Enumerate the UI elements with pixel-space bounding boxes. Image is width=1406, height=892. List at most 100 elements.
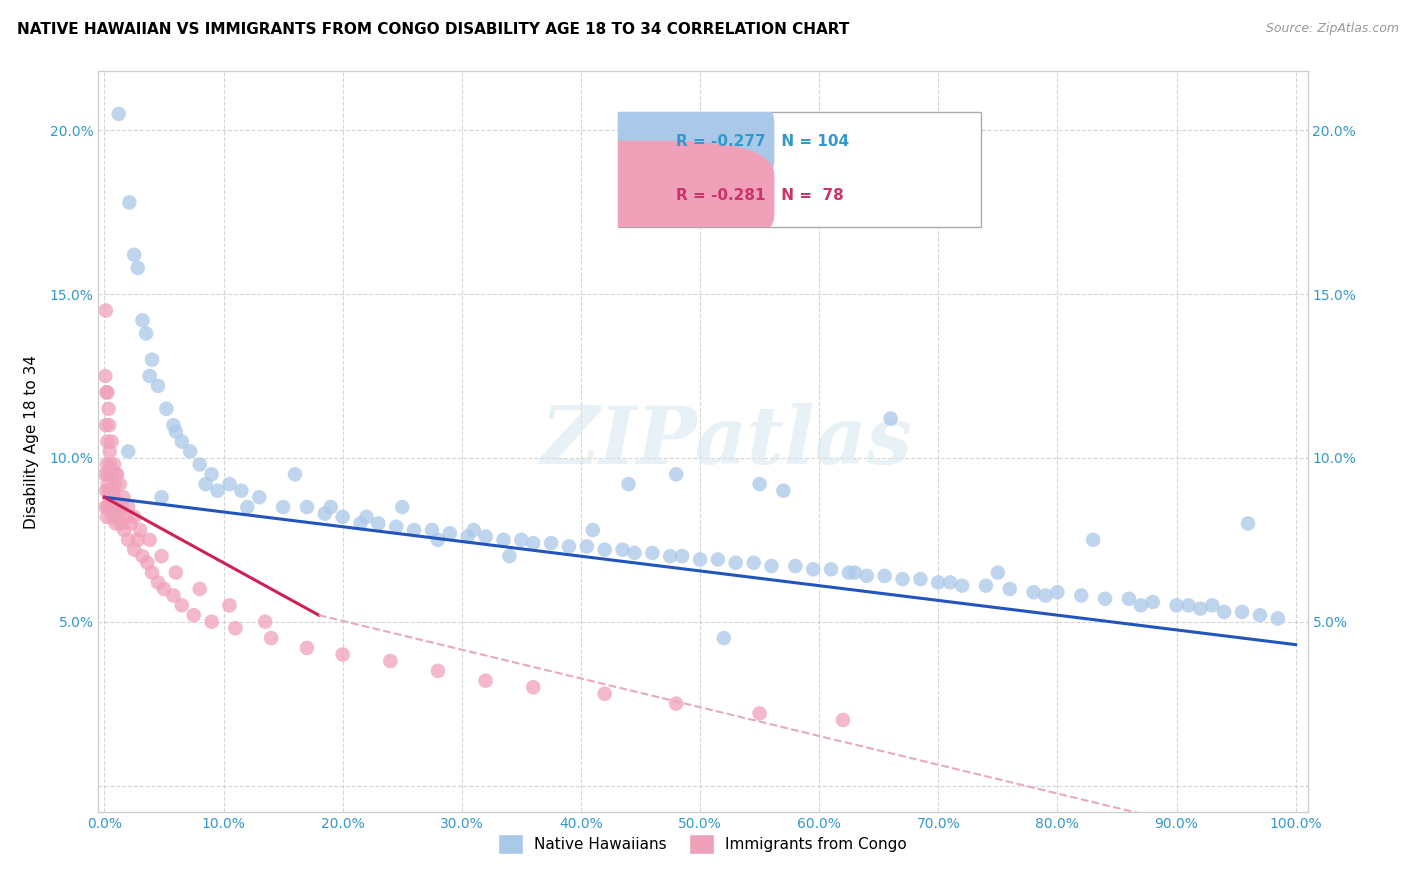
Immigrants from Congo <box>593 687 616 701</box>
Immigrants from Congo <box>136 556 159 570</box>
Immigrants from Congo <box>332 648 354 662</box>
Immigrants from Congo <box>141 566 163 580</box>
Native Hawaiians <box>236 500 259 514</box>
Native Hawaiians <box>510 533 533 547</box>
Immigrants from Congo <box>165 566 187 580</box>
Native Hawaiians <box>271 500 294 514</box>
Native Hawaiians <box>623 546 645 560</box>
Immigrants from Congo <box>218 599 240 613</box>
Native Hawaiians <box>247 490 270 504</box>
Immigrants from Congo <box>96 458 118 472</box>
Native Hawaiians <box>404 523 426 537</box>
Native Hawaiians <box>617 477 640 491</box>
Native Hawaiians <box>319 500 342 514</box>
Native Hawaiians <box>150 490 173 504</box>
Native Hawaiians <box>689 552 711 566</box>
Native Hawaiians <box>218 477 240 491</box>
Immigrants from Congo <box>122 542 145 557</box>
Immigrants from Congo <box>94 418 117 433</box>
Immigrants from Congo <box>94 500 117 514</box>
Native Hawaiians <box>391 500 413 514</box>
Immigrants from Congo <box>153 582 176 596</box>
Native Hawaiians <box>1177 599 1199 613</box>
Native Hawaiians <box>135 326 157 341</box>
Native Hawaiians <box>879 411 901 425</box>
Native Hawaiians <box>772 483 794 498</box>
Native Hawaiians <box>1129 599 1152 613</box>
Native Hawaiians <box>641 546 664 560</box>
Immigrants from Congo <box>127 533 149 547</box>
Native Hawaiians <box>474 530 496 544</box>
Immigrants from Congo <box>103 458 125 472</box>
Immigrants from Congo <box>97 490 120 504</box>
Immigrants from Congo <box>260 631 283 645</box>
Immigrants from Congo <box>138 533 160 547</box>
Native Hawaiians <box>1035 589 1057 603</box>
Native Hawaiians <box>724 556 747 570</box>
Immigrants from Congo <box>97 401 120 416</box>
Immigrants from Congo <box>474 673 496 688</box>
Immigrants from Congo <box>146 575 169 590</box>
Immigrants from Congo <box>96 509 118 524</box>
Native Hawaiians <box>910 572 932 586</box>
Native Hawaiians <box>838 566 860 580</box>
Immigrants from Congo <box>103 490 125 504</box>
Native Hawaiians <box>146 379 169 393</box>
Immigrants from Congo <box>96 434 118 449</box>
Native Hawaiians <box>801 562 824 576</box>
Native Hawaiians <box>785 559 807 574</box>
Native Hawaiians <box>367 516 389 531</box>
Native Hawaiians <box>1046 585 1069 599</box>
Native Hawaiians <box>141 352 163 367</box>
Native Hawaiians <box>107 107 129 121</box>
Immigrants from Congo <box>107 500 129 514</box>
Native Hawaiians <box>1213 605 1236 619</box>
Native Hawaiians <box>742 556 765 570</box>
Native Hawaiians <box>162 418 184 433</box>
Native Hawaiians <box>194 477 217 491</box>
Immigrants from Congo <box>183 608 205 623</box>
Immigrants from Congo <box>131 549 153 564</box>
Native Hawaiians <box>385 519 408 533</box>
Native Hawaiians <box>170 434 193 449</box>
Immigrants from Congo <box>104 477 127 491</box>
Immigrants from Congo <box>112 490 135 504</box>
Immigrants from Congo <box>117 533 139 547</box>
Native Hawaiians <box>939 575 962 590</box>
Immigrants from Congo <box>665 697 688 711</box>
Native Hawaiians <box>522 536 544 550</box>
Native Hawaiians <box>284 467 307 482</box>
Native Hawaiians <box>314 507 336 521</box>
Native Hawaiians <box>131 313 153 327</box>
Native Hawaiians <box>761 559 783 574</box>
Native Hawaiians <box>1070 589 1092 603</box>
Native Hawaiians <box>457 530 479 544</box>
Native Hawaiians <box>356 509 378 524</box>
Native Hawaiians <box>873 569 896 583</box>
Immigrants from Congo <box>522 680 544 694</box>
Immigrants from Congo <box>107 509 129 524</box>
Immigrants from Congo <box>96 483 118 498</box>
Immigrants from Congo <box>100 490 122 504</box>
Native Hawaiians <box>612 542 634 557</box>
Native Hawaiians <box>998 582 1021 596</box>
Native Hawaiians <box>1081 533 1104 547</box>
Native Hawaiians <box>1267 611 1289 625</box>
Native Hawaiians <box>844 566 866 580</box>
Native Hawaiians <box>1249 608 1271 623</box>
Immigrants from Congo <box>254 615 277 629</box>
Native Hawaiians <box>1142 595 1164 609</box>
Immigrants from Congo <box>98 418 121 433</box>
Native Hawaiians <box>426 533 449 547</box>
Native Hawaiians <box>713 631 735 645</box>
Native Hawaiians <box>498 549 520 564</box>
Native Hawaiians <box>927 575 949 590</box>
Native Hawaiians <box>492 533 515 547</box>
Native Hawaiians <box>1201 599 1223 613</box>
Native Hawaiians <box>122 248 145 262</box>
Native Hawaiians <box>207 483 229 498</box>
Native Hawaiians <box>891 572 914 586</box>
Native Hawaiians <box>165 425 187 439</box>
Immigrants from Congo <box>117 500 139 514</box>
Native Hawaiians <box>1166 599 1188 613</box>
